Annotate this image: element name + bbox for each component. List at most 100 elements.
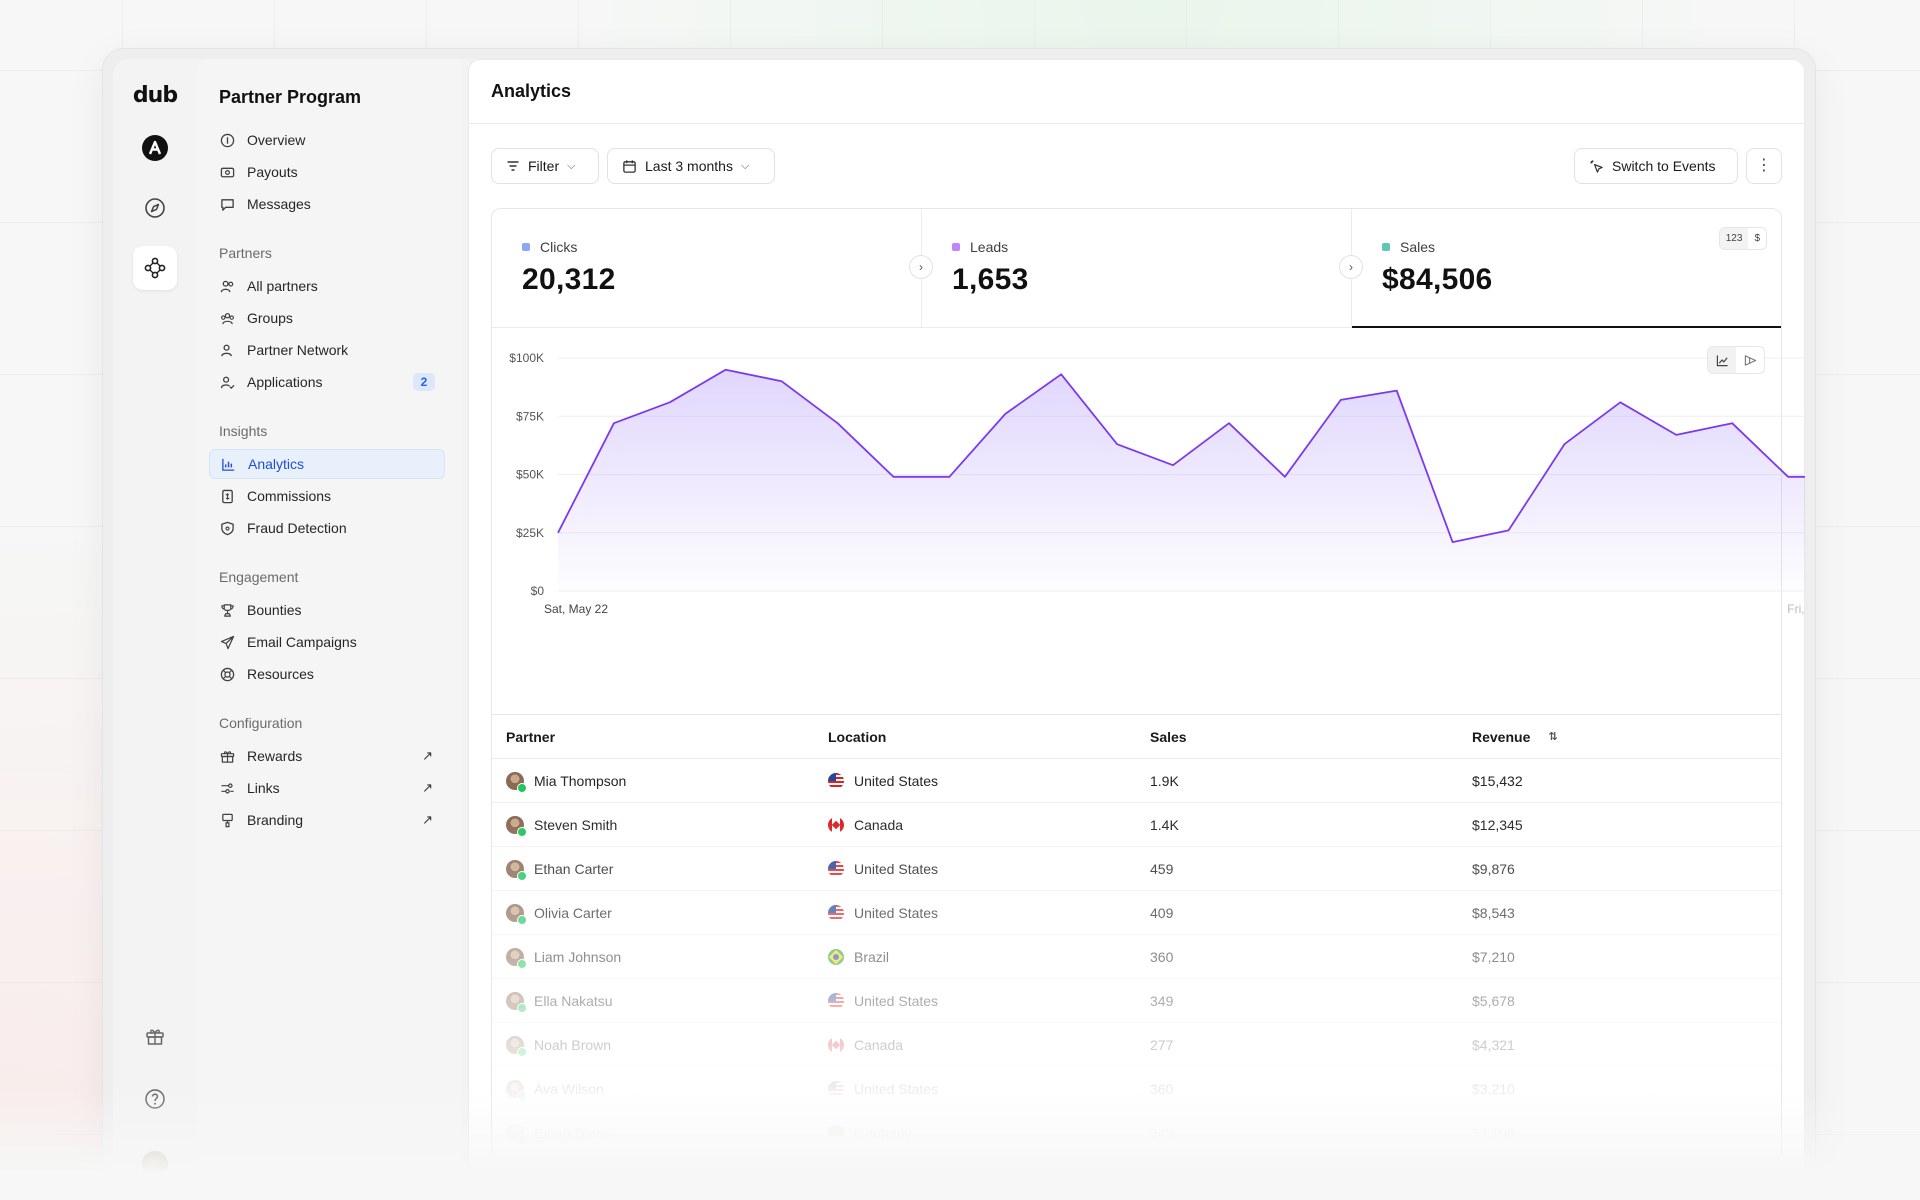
workspace-avatar-button[interactable] bbox=[133, 126, 177, 170]
external-arrow-icon: ↗ bbox=[422, 748, 433, 763]
sidebar-item-label: Resources bbox=[247, 666, 314, 682]
sidebar-item-rewards[interactable]: Rewards ↗ bbox=[209, 741, 445, 771]
table-row[interactable]: Ethan Davis Germany 349 $3,100 bbox=[492, 1111, 1781, 1155]
sort-icon[interactable]: ⇅ bbox=[1548, 731, 1558, 743]
trophy-icon bbox=[219, 602, 235, 618]
location-cell: Brazil bbox=[828, 948, 1150, 965]
sidebar-item-fraud-detection[interactable]: Fraud Detection bbox=[209, 513, 445, 543]
help-button[interactable] bbox=[144, 1088, 166, 1115]
sidebar-item-payouts[interactable]: Payouts bbox=[209, 157, 445, 187]
sidebar-item-label: Links bbox=[247, 780, 280, 796]
help-circle-icon bbox=[145, 1089, 165, 1109]
revenue-header-label: Revenue bbox=[1472, 728, 1531, 745]
stat-card-leads[interactable]: Leads 1,653 › bbox=[922, 209, 1363, 328]
partner-name[interactable]: Mia Thompson bbox=[534, 772, 627, 789]
sales-cell: 360 bbox=[1150, 1080, 1174, 1097]
receipt-icon bbox=[219, 488, 235, 504]
table-row[interactable]: Mia Thompson United States 1.9K $15,432 bbox=[492, 759, 1781, 803]
sidebar-item-all-partners[interactable]: All partners bbox=[209, 271, 445, 301]
stat-label: Leads bbox=[952, 239, 1351, 255]
table-row[interactable]: Steven Smith Canada 1.4K $12,345 bbox=[492, 803, 1781, 847]
table-header: Partner Location Sales Revenue ⇅ bbox=[492, 715, 1781, 759]
partner-avatar bbox=[506, 1079, 527, 1101]
partner-cell: Ethan Carter bbox=[506, 859, 828, 881]
partner-avatar bbox=[506, 815, 527, 837]
location-name: United States bbox=[854, 772, 939, 789]
column-header-location[interactable]: Location bbox=[828, 728, 887, 745]
table-row[interactable]: Olivia Carter United States 409 $8,543 bbox=[492, 891, 1781, 935]
funnel-chart-toggle[interactable] bbox=[1736, 347, 1764, 373]
partner-name[interactable]: Ava Wilson bbox=[534, 1080, 604, 1097]
location-cell: Canada bbox=[828, 816, 1150, 833]
partner-name[interactable]: Noah Brown bbox=[534, 1036, 612, 1053]
sidebar-item-groups[interactable]: Groups bbox=[209, 303, 445, 333]
sales-label: Sales bbox=[1400, 239, 1436, 255]
gift-button[interactable] bbox=[144, 1025, 166, 1052]
location-name: Canada bbox=[854, 816, 904, 833]
partner-avatar bbox=[506, 903, 527, 925]
table-row[interactable]: Liam Johnson Brazil 360 $7,210 bbox=[492, 935, 1781, 979]
nav-sidebar: Partner Program Overview Payouts Message… bbox=[197, 59, 461, 1200]
main-panel: Analytics Filter ⌵ Last 3 months ⌵ Switc… bbox=[468, 59, 1805, 1200]
location-name: United States bbox=[854, 904, 939, 921]
user-avatar[interactable] bbox=[142, 1151, 168, 1177]
location-name: United States bbox=[854, 860, 939, 877]
rail-bottom bbox=[142, 1025, 168, 1177]
sales-cell: 459 bbox=[1150, 860, 1174, 877]
user-network-icon bbox=[219, 342, 235, 358]
date-range-select[interactable]: Last 3 months ⌵ bbox=[607, 148, 775, 184]
revenue-cell: $3,210 bbox=[1472, 1080, 1515, 1097]
line-chart-toggle[interactable] bbox=[1708, 347, 1736, 373]
explore-button[interactable] bbox=[133, 186, 177, 230]
money-icon bbox=[219, 164, 235, 180]
partner-cell: Noah Brown bbox=[506, 1035, 828, 1057]
sales-area-fill bbox=[558, 369, 1805, 591]
partner-name[interactable]: Liam Johnson bbox=[534, 948, 622, 965]
sidebar-item-label: Fraud Detection bbox=[247, 520, 347, 536]
partner-name[interactable]: Steven Smith bbox=[534, 816, 618, 833]
sidebar-item-bounties[interactable]: Bounties bbox=[209, 595, 445, 625]
table-row[interactable]: Ava Wilson United States 360 $3,210 bbox=[492, 1067, 1781, 1111]
stat-card-clicks[interactable]: Clicks 20,312 › bbox=[492, 209, 933, 328]
message-icon bbox=[219, 196, 235, 212]
partner-name[interactable]: Olivia Carter bbox=[534, 904, 612, 921]
switch-to-events-button[interactable]: Switch to Events bbox=[1574, 148, 1738, 184]
sidebar-item-analytics[interactable]: Analytics bbox=[209, 449, 445, 479]
sidebar-item-resources[interactable]: Resources bbox=[209, 659, 445, 689]
stat-card-sales[interactable]: Sales $84,506 123 $ bbox=[1352, 209, 1781, 328]
filter-icon bbox=[507, 161, 519, 171]
user-check-icon bbox=[219, 374, 235, 390]
sidebar-item-email-campaigns[interactable]: Email Campaigns bbox=[209, 627, 445, 657]
stat-label: Sales bbox=[1382, 239, 1781, 255]
leads-value: 1,653 bbox=[952, 263, 1029, 296]
partner-name[interactable]: Ella Nakatsu bbox=[534, 992, 613, 1009]
column-header-partner[interactable]: Partner bbox=[506, 728, 556, 745]
partner-cell: Ethan Davis bbox=[506, 1123, 828, 1145]
compass-icon bbox=[145, 198, 165, 218]
flag-us-icon bbox=[828, 992, 844, 1009]
table-row[interactable]: Ella Nakatsu United States 349 $5,678 bbox=[492, 979, 1781, 1023]
cursor-click-icon bbox=[1590, 159, 1603, 173]
count-toggle[interactable]: 123 bbox=[1719, 228, 1749, 249]
column-header-sales[interactable]: Sales bbox=[1150, 728, 1187, 745]
dub-logo[interactable]: dub bbox=[132, 83, 178, 108]
table-row[interactable]: Noah Brown Canada 277 $4,321 bbox=[492, 1023, 1781, 1067]
filter-button[interactable]: Filter ⌵ bbox=[491, 148, 599, 184]
more-options-button[interactable]: ⋮ bbox=[1746, 148, 1782, 184]
partner-name[interactable]: Ethan Davis bbox=[534, 1124, 610, 1141]
sidebar-item-applications[interactable]: Applications 2 bbox=[209, 367, 445, 397]
sidebar-item-branding[interactable]: Branding ↗ bbox=[209, 805, 445, 835]
partner-cell: Olivia Carter bbox=[506, 903, 828, 925]
partner-program-button[interactable] bbox=[133, 246, 177, 290]
currency-toggle[interactable]: $ bbox=[1754, 233, 1760, 244]
sidebar-item-overview[interactable]: Overview bbox=[209, 125, 445, 155]
sidebar-item-messages[interactable]: Messages bbox=[209, 189, 445, 219]
column-header-revenue[interactable]: Revenue ⇅ bbox=[1472, 729, 1781, 745]
location-name: United States bbox=[854, 992, 939, 1009]
partner-name[interactable]: Ethan Carter bbox=[534, 860, 614, 877]
table-row[interactable]: Ethan Carter United States 459 $9,876 bbox=[492, 847, 1781, 891]
leads-color-dot bbox=[952, 243, 960, 251]
sidebar-item-commissions[interactable]: Commissions bbox=[209, 481, 445, 511]
sidebar-item-partner-network[interactable]: Partner Network bbox=[209, 335, 445, 365]
sidebar-item-links[interactable]: Links ↗ bbox=[209, 773, 445, 803]
